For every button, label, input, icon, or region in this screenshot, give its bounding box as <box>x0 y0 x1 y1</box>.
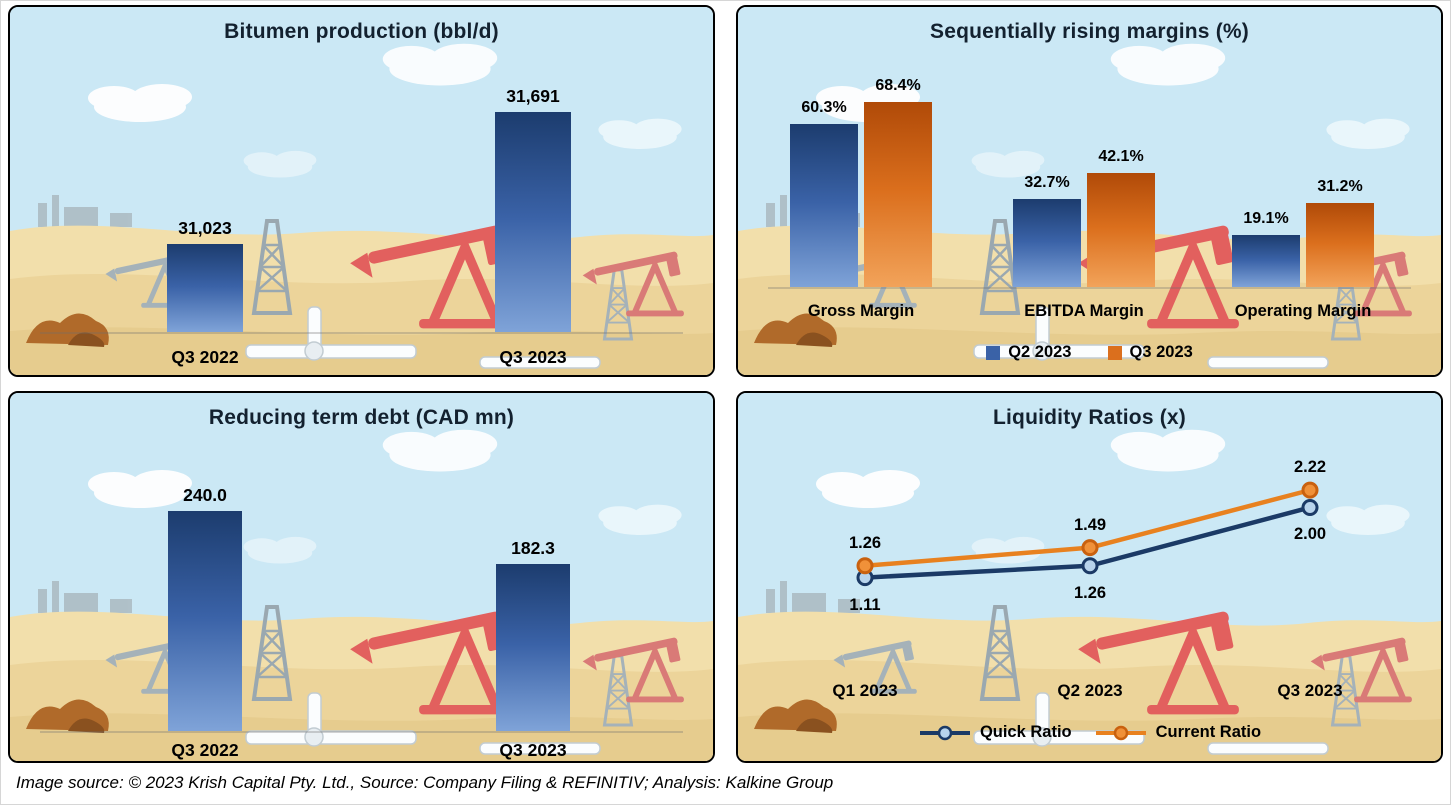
value-label-quick-ratio-q2-2023: 1.26 <box>1073 583 1107 602</box>
chart-liquidity-ratios: 1.11 1.26 2.00 1.26 1.49 2.22 Q1 2023 Q2 2023 Q3… <box>738 393 1441 761</box>
value-label-q3-2022: 240.0 <box>183 485 227 506</box>
panel-margins: Sequentially rising margins (%) 60.3% 68.… <box>736 5 1443 377</box>
chart-title-liquidity: Liquidity Ratios (x) <box>993 406 1186 429</box>
bar-q3-2023-operating-margin <box>1306 202 1374 287</box>
legend-item-q2-2023: Q2 2023 <box>986 343 1072 362</box>
category-label-q1-2023: Q1 2023 <box>832 681 898 700</box>
value-label-current-ratio-q3-2023: 2.22 <box>1293 458 1327 477</box>
legend: Quick Ratio Current Ratio <box>738 723 1441 742</box>
panel-liquidity-ratios: Liquidity Ratios (x) 1.11 1.26 2.00 1.26 1.4… <box>736 391 1443 763</box>
panel-bitumen-production: Bitumen production (bbl/d) 31,023 Q3 2022… <box>8 5 715 377</box>
value-label-q2-2023-ebitda-margin: 32.7% <box>1024 173 1070 191</box>
category-label-q3-2023: Q3 2023 <box>499 347 567 367</box>
value-label-q3-2023-ebitda-margin: 42.1% <box>1098 148 1144 166</box>
category-label-q3-2023: Q3 2023 <box>499 740 567 760</box>
legend-item-current-ratio: Current Ratio <box>1094 723 1261 742</box>
value-label-current-ratio-q2-2023: 1.49 <box>1073 515 1107 534</box>
quick-ratio-marker-icon <box>1301 498 1319 516</box>
category-label-q2-2023: Q2 2023 <box>1057 681 1123 700</box>
category-label-q3-2023: Q3 2023 <box>1277 681 1343 700</box>
value-label-current-ratio-q1-2023: 1.26 <box>848 533 882 552</box>
legend-label: Q2 2023 <box>1008 343 1072 361</box>
legend: Q2 2023 Q3 2023 <box>738 343 1441 362</box>
value-label-q3-2023-gross-margin: 68.4% <box>875 77 921 95</box>
value-label-q3-2023: 31,691 <box>506 85 560 106</box>
bar-q3-2022 <box>168 511 242 731</box>
bar-q3-2023-gross-margin <box>864 102 932 287</box>
current-ratio-marker-icon <box>1081 539 1099 557</box>
bar-q3-2022 <box>167 244 243 332</box>
bar-q2-2023-ebitda-margin <box>1013 198 1081 287</box>
bar-q3-2023 <box>495 111 571 332</box>
category-label-gross-margin: Gross Margin <box>807 302 915 320</box>
line-plot <box>856 481 1319 587</box>
quick-ratio-marker-icon <box>1081 557 1099 575</box>
chart-term-debt: 240.0 Q3 2022 182.3 Q3 2023 <box>10 393 713 761</box>
chart-margins: 60.3% 68.4% Gross Margin 32.7% 42.1% EBITDA M… <box>738 7 1441 375</box>
category-label-ebitda-margin: EBITDA Margin <box>1024 302 1144 320</box>
quick-ratio-legend-marker-icon <box>919 725 970 740</box>
source-caption: Image source: © 2023 Krish Capital Pty. … <box>16 773 834 792</box>
chart-title-bitumen: Bitumen production (bbl/d) <box>224 20 499 43</box>
value-label-q3-2022: 31,023 <box>178 218 232 239</box>
oilfield-scene <box>738 393 1441 761</box>
chart-grid: Bitumen production (bbl/d) 31,023 Q3 2022… <box>8 5 1443 763</box>
legend-item-q3-2023: Q3 2023 <box>1107 343 1193 362</box>
chart-bitumen-production: 31,023 Q3 2022 31,691 Q3 2023 <box>10 7 713 375</box>
baseline-axis <box>40 332 683 334</box>
panel-term-debt: Reducing term debt (CAD mn) 240.0 Q3 2022… <box>8 391 715 763</box>
oilfield-scene <box>10 7 713 375</box>
q2-2023-swatch-icon <box>986 345 1001 360</box>
value-label-q2-2023-gross-margin: 60.3% <box>801 99 847 117</box>
value-label-q3-2023-operating-margin: 31.2% <box>1317 177 1363 195</box>
value-label-q3-2023: 182.3 <box>511 538 555 559</box>
bar-q3-2023-ebitda-margin <box>1087 173 1155 287</box>
bar-q2-2023-gross-margin <box>790 124 858 287</box>
value-label-quick-ratio-q1-2023: 1.11 <box>849 595 881 614</box>
baseline-axis <box>768 287 1411 289</box>
chart-title-term-debt: Reducing term debt (CAD mn) <box>208 406 515 429</box>
current-ratio-marker-icon <box>856 557 874 575</box>
q3-2023-swatch-icon <box>1107 345 1122 360</box>
chart-title-margins: Sequentially rising margins (%) <box>930 20 1249 43</box>
value-label-q2-2023-operating-margin: 19.1% <box>1243 210 1289 228</box>
baseline-axis <box>40 731 683 733</box>
bar-q2-2023-operating-margin <box>1232 235 1300 287</box>
legend-label: Current Ratio <box>1155 723 1262 741</box>
category-label-q3-2022: Q3 2022 <box>171 347 239 367</box>
bar-q3-2023 <box>496 564 570 731</box>
current-ratio-legend-marker-icon <box>1095 725 1146 740</box>
legend-label: Q3 2023 <box>1129 343 1193 361</box>
legend-label: Quick Ratio <box>979 723 1072 741</box>
current-ratio-marker-icon <box>1301 481 1319 499</box>
category-label-q3-2022: Q3 2022 <box>171 740 239 760</box>
legend-item-quick-ratio: Quick Ratio <box>918 723 1072 742</box>
category-label-operating-margin: Operating Margin <box>1234 302 1372 320</box>
value-label-quick-ratio-q3-2023: 2.00 <box>1293 525 1327 544</box>
